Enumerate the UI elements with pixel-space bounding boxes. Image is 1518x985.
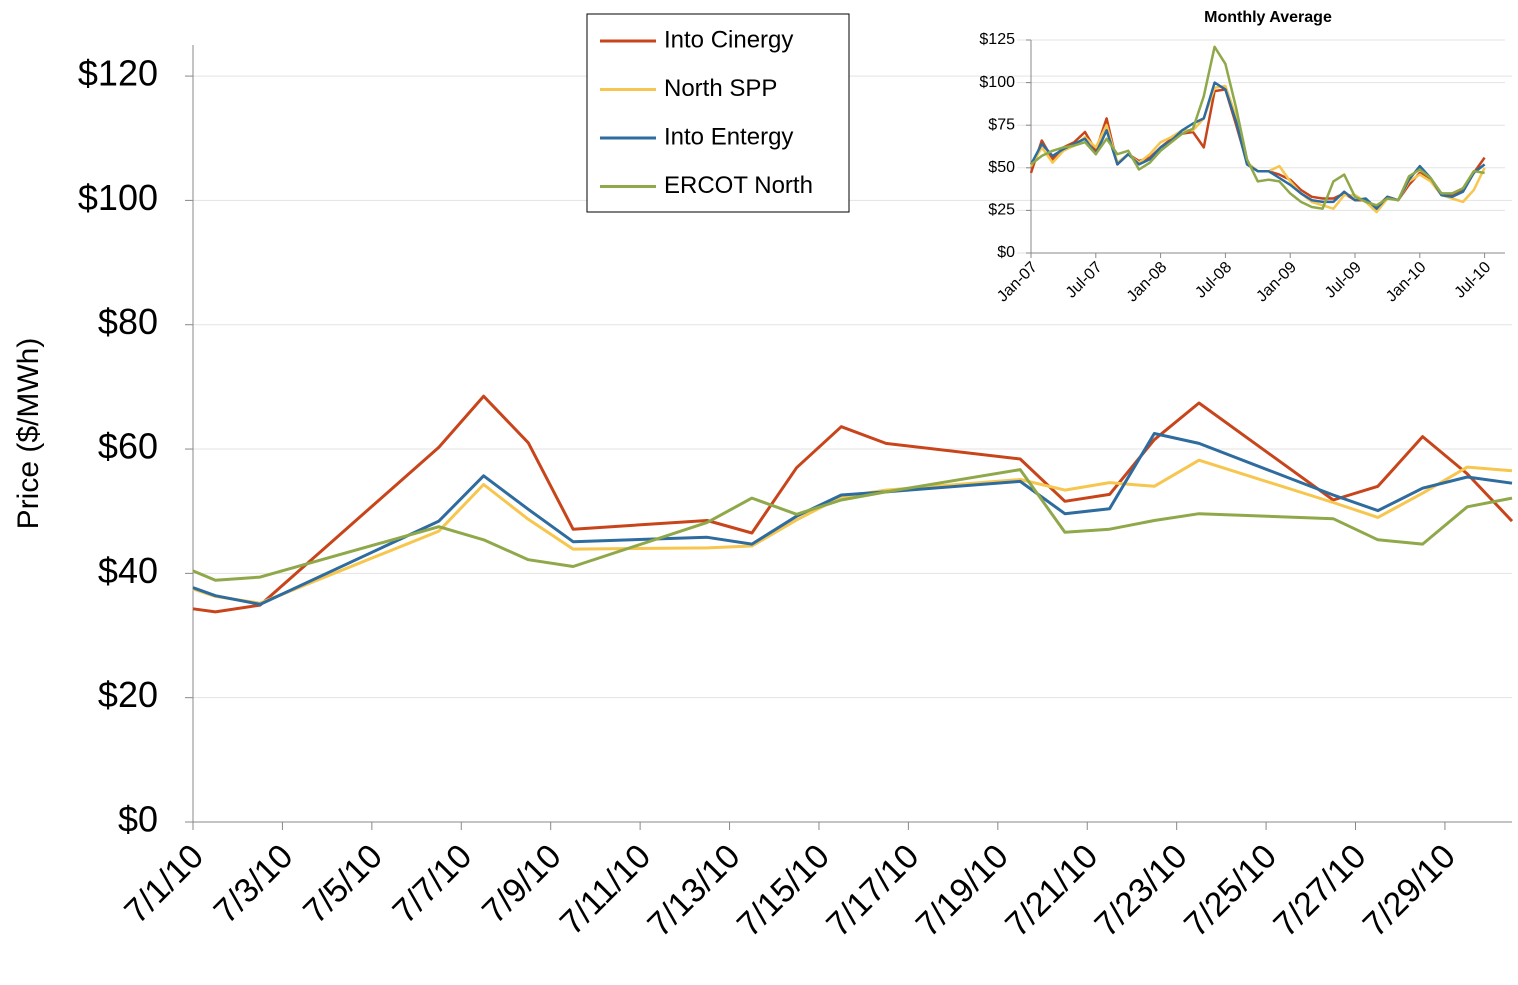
x-tick-label: 7/5/10: [296, 837, 390, 931]
x-tick-label: Jan-08: [1124, 259, 1171, 306]
y-tick-label: $120: [78, 53, 158, 94]
series-line: [192, 394, 1514, 614]
y-tick-label: $0: [118, 799, 158, 840]
x-tick-label: 7/21/10: [998, 837, 1105, 944]
y-tick-label: $60: [98, 426, 158, 467]
legend-label: Into Entergy: [664, 123, 793, 150]
x-tick-label: 7/3/10: [207, 837, 301, 931]
x-tick-label: Jan-07: [994, 259, 1041, 306]
chart-title: Monthly Average: [1204, 9, 1332, 26]
x-tick-label: 7/23/10: [1088, 837, 1195, 944]
series-line: [192, 432, 1513, 606]
x-tick-label: 7/15/10: [730, 837, 837, 944]
y-tick-label: $25: [988, 202, 1015, 219]
y-tick-label: $0: [997, 244, 1015, 261]
x-tick-label: Jul-07: [1063, 259, 1106, 302]
x-tick-label: Jul-08: [1192, 259, 1235, 302]
x-tick-label: Jan-10: [1383, 259, 1430, 306]
x-tick-label: 7/7/10: [386, 837, 480, 931]
y-tick-label: $125: [979, 31, 1015, 48]
legend-label: ERCOT North: [664, 172, 813, 199]
y-tick-label: $50: [988, 159, 1015, 176]
series-line: [192, 468, 1513, 582]
x-tick-label: 7/1/10: [117, 837, 211, 931]
series-line: [192, 458, 1513, 605]
x-tick-label: 7/29/10: [1356, 837, 1463, 944]
legend-label: North SPP: [664, 75, 777, 102]
x-tick-label: 7/25/10: [1177, 837, 1284, 944]
x-tick-label: 7/27/10: [1266, 837, 1373, 944]
y-tick-label: $100: [979, 74, 1015, 91]
y-tick-label: $100: [78, 177, 158, 218]
x-tick-label: Jul-10: [1452, 259, 1495, 302]
x-tick-label: 7/11/10: [553, 837, 658, 942]
legend-label: Into Cinergy: [664, 26, 793, 53]
legend-box: [586, 13, 850, 213]
y-tick-label: $80: [98, 301, 158, 342]
x-tick-label: 7/19/10: [909, 837, 1016, 944]
legend: Into Cinergy North SPP Into Entergy ERCOT N…: [586, 13, 850, 213]
y-tick-label: $40: [98, 550, 158, 591]
y-tick-label: $75: [988, 116, 1015, 133]
y-tick-label: $20: [98, 674, 158, 715]
series-line: [1030, 45, 1485, 210]
x-tick-label: 7/13/10: [640, 837, 747, 944]
y-axis-label: Price ($/MWh): [12, 338, 45, 530]
x-tick-label: 7/17/10: [819, 837, 926, 944]
x-tick-label: Jan-09: [1253, 259, 1300, 306]
x-tick-label: Jul-09: [1322, 259, 1365, 302]
series-line: [1029, 81, 1486, 210]
